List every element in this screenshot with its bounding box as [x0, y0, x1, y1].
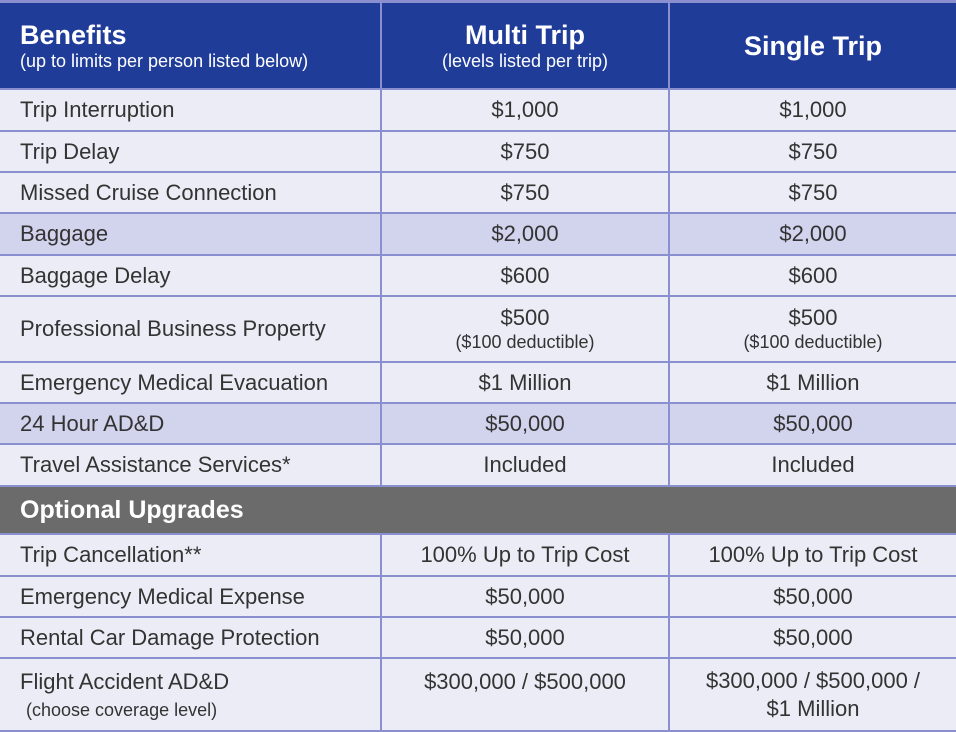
multi-trip-value: $2,000 — [380, 214, 668, 254]
single-trip-amount-line2: $1 Million — [766, 695, 860, 721]
table-row: Flight Accident AD&D (choose coverage le… — [0, 657, 956, 730]
multi-trip-value: Included — [380, 445, 668, 485]
benefit-name: Baggage — [20, 221, 109, 246]
single-trip-value: $1 Million — [668, 363, 956, 402]
multi-trip-value: $750 — [380, 132, 668, 171]
multi-trip-value: $750 — [380, 173, 668, 212]
multi-trip-value: $50,000 — [380, 577, 668, 616]
table-row: Trip Interruption $1,000 $1,000 — [0, 88, 956, 130]
header-multi-trip: Multi Trip (levels listed per trip) — [380, 3, 668, 88]
header-multi-trip-title: Multi Trip — [465, 19, 585, 50]
multi-trip-value: $1 Million — [380, 363, 668, 402]
table-row: Trip Delay $750 $750 — [0, 130, 956, 171]
single-trip-value: $50,000 — [668, 577, 956, 616]
benefit-name: Emergency Medical Evacuation — [20, 369, 329, 395]
multi-trip-value: $1,000 — [380, 90, 668, 130]
upgrade-name: Trip Cancellation** — [20, 542, 202, 567]
single-trip-note: ($100 deductible) — [743, 332, 883, 352]
upgrade-note: (choose coverage level) — [26, 699, 218, 720]
upgrade-name: Rental Car Damage Protection — [20, 624, 320, 650]
table-row: Emergency Medical Evacuation $1 Million … — [0, 361, 956, 402]
benefit-name: Trip Interruption — [20, 97, 175, 122]
table-row: Trip Cancellation** 100% Up to Trip Cost… — [0, 533, 956, 575]
single-trip-value: $750 — [668, 132, 956, 171]
header-single-trip: Single Trip — [668, 3, 956, 88]
multi-trip-amount: $300,000 / $500,000 — [424, 669, 626, 694]
multi-trip-value: $50,000 — [380, 404, 668, 443]
section-title: Optional Upgrades — [20, 495, 244, 524]
upgrade-name: Emergency Medical Expense — [20, 583, 305, 609]
table-row: Rental Car Damage Protection $50,000 $50… — [0, 616, 956, 657]
table-row: Emergency Medical Expense $50,000 $50,00… — [0, 575, 956, 616]
multi-trip-note: ($100 deductible) — [455, 332, 595, 352]
benefit-name: Trip Delay — [20, 138, 120, 164]
single-trip-value: $1,000 — [668, 90, 956, 130]
table-row: Baggage Delay $600 $600 — [0, 254, 956, 295]
multi-trip-value: $600 — [380, 256, 668, 295]
benefit-name: 24 Hour AD&D — [20, 410, 165, 436]
table-row: Baggage $2,000 $2,000 — [0, 212, 956, 254]
multi-trip-value: $500 ($100 deductible) — [380, 297, 668, 361]
header-benefits: Benefits (up to limits per person listed… — [0, 3, 380, 88]
benefit-name: Missed Cruise Connection — [20, 179, 277, 205]
optional-upgrades-section: Optional Upgrades — [0, 485, 956, 533]
single-trip-value: $600 — [668, 256, 956, 295]
single-trip-value: $750 — [668, 173, 956, 212]
single-trip-value: 100% Up to Trip Cost — [668, 535, 956, 575]
multi-trip-amount: $500 — [500, 305, 550, 330]
table-row: Missed Cruise Connection $750 $750 — [0, 171, 956, 212]
upgrade-name: Flight Accident AD&D (choose coverage le… — [0, 659, 380, 730]
header-benefits-subtitle: (up to limits per person listed below) — [20, 50, 309, 71]
single-trip-value: $300,000 / $500,000 / $1 Million — [668, 659, 956, 730]
table-row: Professional Business Property $500 ($10… — [0, 295, 956, 361]
multi-trip-value: $300,000 / $500,000 — [380, 659, 668, 730]
table-header: Benefits (up to limits per person listed… — [0, 0, 956, 88]
header-benefits-title: Benefits — [20, 19, 127, 50]
upgrade-title: Flight Accident AD&D — [20, 668, 230, 694]
multi-trip-value: 100% Up to Trip Cost — [380, 535, 668, 575]
single-trip-value: $2,000 — [668, 214, 956, 254]
benefit-name: Baggage Delay — [20, 262, 171, 288]
single-trip-value: Included — [668, 445, 956, 485]
single-trip-amount: $500 — [788, 305, 838, 330]
single-trip-value: $50,000 — [668, 618, 956, 657]
header-single-trip-title: Single Trip — [743, 30, 883, 61]
single-trip-amount: $300,000 / $500,000 / — [705, 667, 921, 693]
table-row: Travel Assistance Services* Included Inc… — [0, 443, 956, 485]
benefit-name: Travel Assistance Services* — [20, 452, 291, 477]
table-row: 24 Hour AD&D $50,000 $50,000 — [0, 402, 956, 443]
single-trip-value: $500 ($100 deductible) — [668, 297, 956, 361]
benefit-name: Professional Business Property — [20, 316, 326, 341]
single-trip-value: $50,000 — [668, 404, 956, 443]
multi-trip-value: $50,000 — [380, 618, 668, 657]
header-multi-trip-subtitle: (levels listed per trip) — [441, 50, 609, 71]
table-bottom-border — [0, 730, 956, 732]
